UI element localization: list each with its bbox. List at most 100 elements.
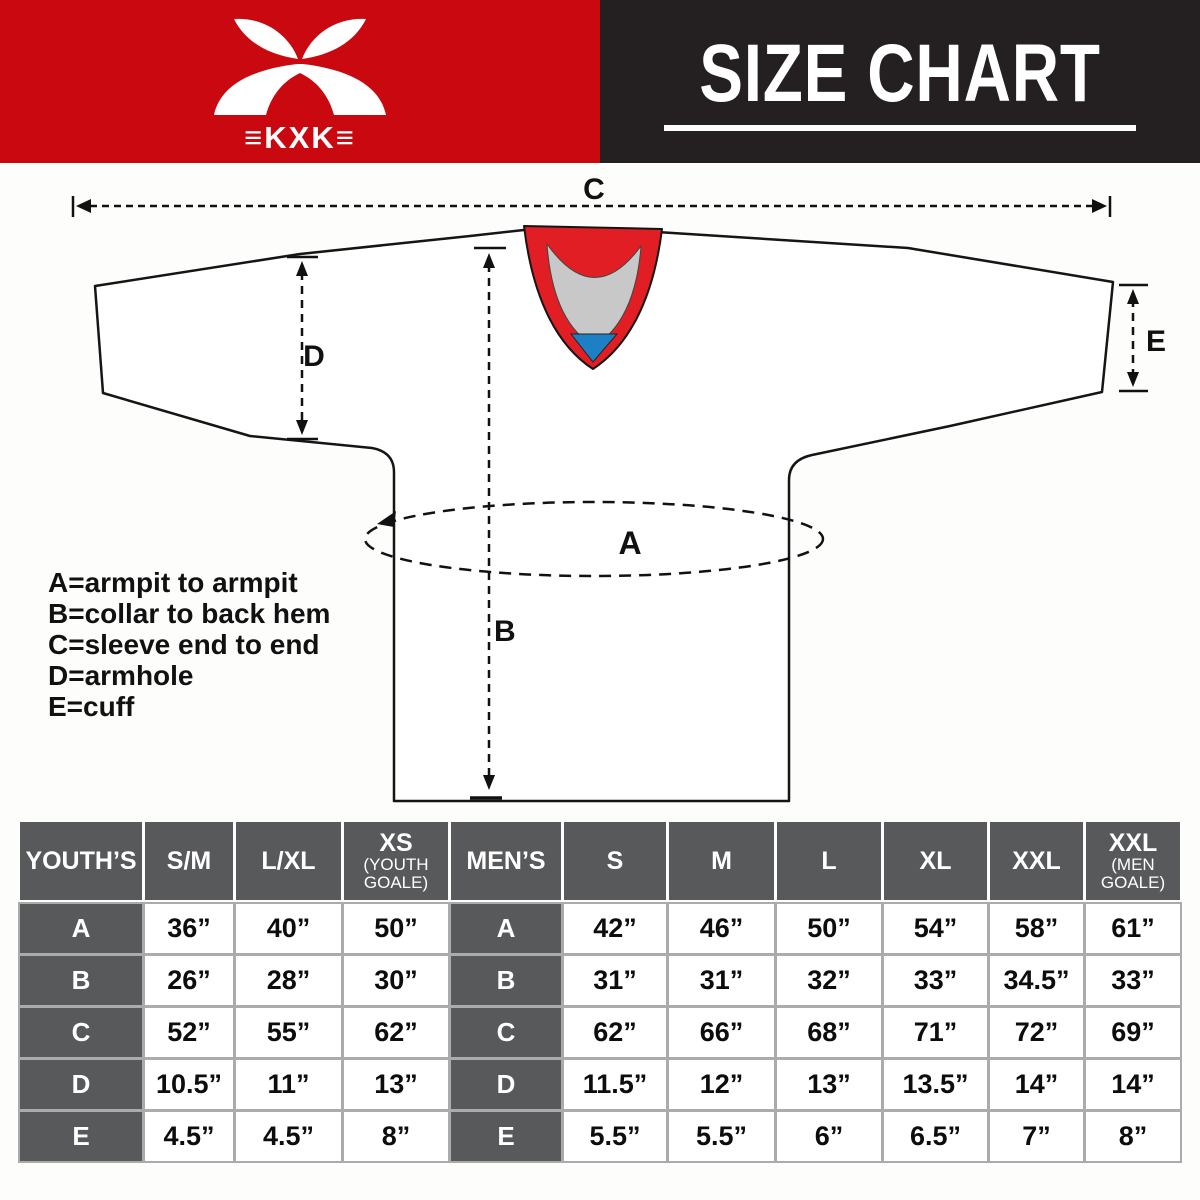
cell-men-e-s: 5.5” [564,1112,666,1161]
cell-men-d-s: 11.5” [564,1060,666,1109]
cell-youth-b-xs: 30” [344,956,448,1005]
cell-men-c-s: 62” [564,1008,666,1057]
cell-men-d-l: 13” [777,1060,881,1109]
cell-youth-a-sm: 36” [145,904,233,953]
col-header-lxl: L/XL [236,822,341,900]
cell-youth-b-sm: 26” [145,956,233,1005]
cell-men-a-l: 50” [777,904,881,953]
cell-youth-e-xs: 8” [344,1112,448,1161]
cell-youth-a-lxl: 40” [236,904,341,953]
cell-men-a-xl: 54” [884,904,987,953]
cell-youth-e-sm: 4.5” [145,1112,233,1161]
measure-d-arrow [287,255,318,441]
legend-line-e: E=cuff [48,691,135,722]
col-header-xxl2-note2: GOALE) [1100,873,1166,893]
row-label-youth-d: D [20,1060,142,1109]
cell-men-a-xxl2: 61” [1086,904,1180,953]
table-header-row: YOUTH’S S/M L/XL XS (YOUTH GOALE) MEN’S … [20,822,1180,900]
collar-blue-insert [569,333,619,363]
legend-line-d: D=armhole [48,660,194,691]
table-body: A 36” 40” 50” A 42” 46” 50” 54” 58” 61” … [18,902,1182,1163]
cell-men-c-xxl2: 69” [1086,1008,1180,1057]
measure-b-arrow [470,246,506,800]
row-label-men-e: E [451,1112,561,1161]
cell-youth-c-lxl: 55” [236,1008,341,1057]
jersey-outline [93,227,1115,803]
cell-men-c-m: 66” [669,1008,774,1057]
cell-men-e-l: 6” [777,1112,881,1161]
cell-youth-d-lxl: 11” [236,1060,341,1109]
row-label-youth-e: E [20,1112,142,1161]
cell-men-e-xxl2: 8” [1086,1112,1180,1161]
measure-c-arrow [71,196,1112,217]
col-header-mens: MEN’S [451,822,561,900]
cell-men-b-s: 31” [564,956,666,1005]
row-label-men-d: D [451,1060,561,1109]
col-header-youths: YOUTH’S [20,822,142,900]
title-banner: SIZE CHART [600,0,1200,163]
cell-youth-e-lxl: 4.5” [236,1112,341,1161]
table-row-e: E 4.5” 4.5” 8” E 5.5” 5.5” 6” 6.5” 7” 8” [20,1112,1180,1161]
measure-label-a: A [618,525,641,561]
cell-youth-a-xs: 50” [344,904,448,953]
cell-men-c-xl: 71” [884,1008,987,1057]
cell-men-d-xl: 13.5” [884,1060,987,1109]
table-row-c: C 52” 55” 62” C 62” 66” 68” 71” 72” 69” [20,1008,1180,1057]
measure-label-d: D [303,340,325,373]
col-header-xxl2-label: XXL [1108,829,1158,858]
legend-line-a: A=armpit to armpit [48,567,298,598]
legend-line-b: B=collar to back hem [48,598,330,629]
row-label-youth-c: C [20,1008,142,1057]
col-header-xs-note1: (YOUTH [363,855,429,875]
measure-label-c: C [583,173,605,206]
cell-men-d-xxl2: 14” [1086,1060,1180,1109]
table-row-b: B 26” 28” 30” B 31” 31” 32” 33” 34.5” 33… [20,956,1180,1005]
table-row-a: A 36” 40” 50” A 42” 46” 50” 54” 58” 61” [20,904,1180,953]
row-label-men-c: C [451,1008,561,1057]
row-label-men-a: A [451,904,561,953]
brand-banner: ≡KXK≡ [0,0,600,163]
cell-men-b-m: 31” [669,956,774,1005]
size-table: YOUTH’S S/M L/XL XS (YOUTH GOALE) MEN’S … [18,822,1182,1163]
cell-men-d-m: 12” [669,1060,774,1109]
col-header-sm: S/M [145,822,233,900]
cell-men-e-m: 5.5” [669,1112,774,1161]
cell-men-a-m: 46” [669,904,774,953]
collar-inner-gray [546,242,642,347]
row-label-youth-a: A [20,904,142,953]
cell-men-a-xxl: 58” [990,904,1083,953]
measure-e-arrow [1119,283,1148,393]
cell-youth-d-sm: 10.5” [145,1060,233,1109]
col-header-s: S [564,822,666,900]
logo-text: ≡KXK≡ [244,120,356,155]
cell-men-b-xxl: 34.5” [990,956,1083,1005]
col-header-m: M [669,822,774,900]
jersey-size-diagram: C D B A [48,173,1166,803]
col-header-xs-label: XS [379,829,413,858]
col-header-xl: XL [884,822,987,900]
col-header-l: L [777,822,881,900]
measurement-legend: A=armpit to armpit B=collar to back hem … [48,567,330,722]
title-underline [664,124,1136,131]
col-header-xxl2-note1: (MEN [1111,855,1155,875]
cell-men-c-l: 68” [777,1008,881,1057]
legend-line-c: C=sleeve end to end [48,629,320,660]
cell-men-e-xl: 6.5” [884,1112,987,1161]
header-banner: ≡KXK≡ SIZE CHART [0,0,1200,163]
cell-men-c-xxl: 72” [990,1008,1083,1057]
kxk-logo-icon: ≡KXK≡ [214,18,386,155]
col-header-xs-youth-goale: XS (YOUTH GOALE) [344,822,448,900]
cell-men-a-s: 42” [564,904,666,953]
measure-label-e: E [1146,325,1166,358]
cell-men-b-xxl2: 33” [1086,956,1180,1005]
col-header-xxl: XXL [990,822,1083,900]
cell-youth-d-xs: 13” [344,1060,448,1109]
page-title: SIZE CHART [699,27,1101,119]
cell-youth-c-sm: 52” [145,1008,233,1057]
cell-men-b-l: 32” [777,956,881,1005]
cell-men-b-xl: 33” [884,956,987,1005]
table-row-d: D 10.5” 11” 13” D 11.5” 12” 13” 13.5” 14… [20,1060,1180,1109]
col-header-xs-note2: GOALE) [363,873,429,893]
measure-a-ellipse [363,500,825,578]
